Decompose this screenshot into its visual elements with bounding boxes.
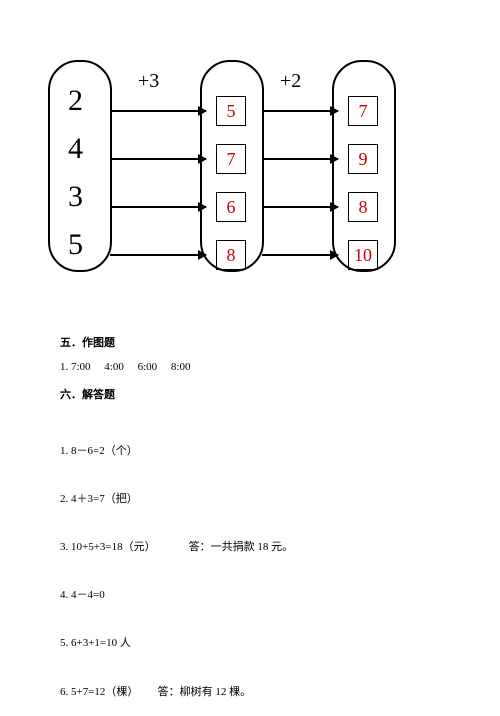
input-3: 3 <box>68 180 83 214</box>
answer-3: 3. 10+5+3=18（元） 答：一共捐款 18 元。 <box>60 540 293 555</box>
out-4: 10 <box>348 240 378 270</box>
mid-1: 5 <box>216 96 246 126</box>
arrow-1b <box>262 110 338 112</box>
arrow-2a <box>110 158 206 160</box>
out-3: 8 <box>348 192 378 222</box>
answer-2: 2. 4＋3=7（把） <box>60 492 293 507</box>
out-2: 9 <box>348 144 378 174</box>
mid-2: 7 <box>216 144 246 174</box>
op-label-1: +3 <box>138 70 159 93</box>
mid-3: 6 <box>216 192 246 222</box>
arrow-2b <box>262 158 338 160</box>
input-4: 5 <box>68 228 83 262</box>
section-5-title: 五．作图题 <box>60 336 115 351</box>
section-5-content: 1. 7:00 4:00 6:00 8:00 <box>60 360 190 375</box>
input-2: 4 <box>68 132 83 166</box>
answer-4: 4. 4－4=0 <box>60 588 293 603</box>
out-1: 7 <box>348 96 378 126</box>
input-1: 2 <box>68 84 83 118</box>
arrow-3b <box>262 206 338 208</box>
arrow-4a <box>110 254 206 256</box>
section-6-title: 六．解答题 <box>60 388 115 403</box>
answer-6: 6. 5+7=12（棵） 答：柳树有 12 棵。 <box>60 685 293 700</box>
arrow-1a <box>110 110 206 112</box>
op-label-2: +2 <box>280 70 301 93</box>
answer-5: 5. 6+3+1=10 人 <box>60 636 293 651</box>
arrow-3a <box>110 206 206 208</box>
arithmetic-diagram: +3 +2 2 5 7 4 7 9 3 6 8 5 8 10 <box>48 52 408 282</box>
answer-1: 1. 8－6=2（个） <box>60 444 293 459</box>
section-5: 五．作图题 <box>60 336 115 351</box>
section-6: 六．解答题 <box>60 388 115 403</box>
arrow-4b <box>262 254 338 256</box>
mid-4: 8 <box>216 240 246 270</box>
section-6-content: 1. 8－6=2（个） 2. 4＋3=7（把） 3. 10+5+3=18（元） … <box>60 412 293 716</box>
